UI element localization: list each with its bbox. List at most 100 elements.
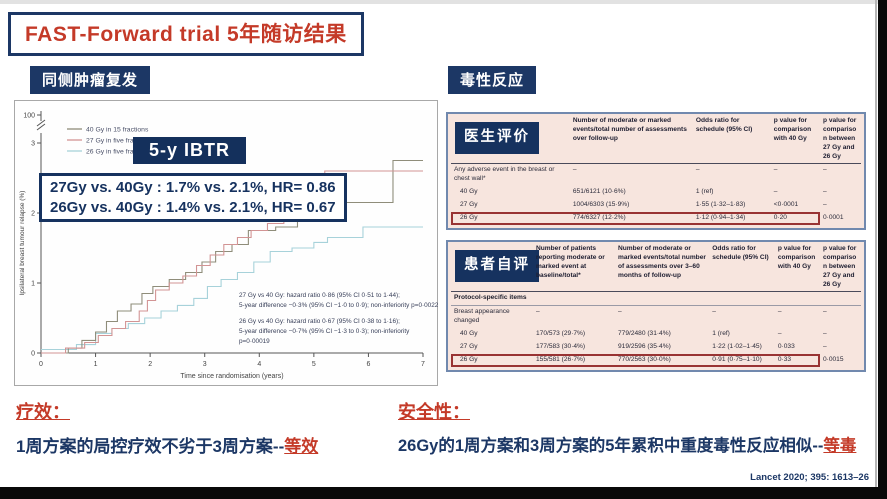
patient-table-row-label: 40 Gy — [460, 330, 478, 338]
ibtr-stats-box: 27Gy vs. 40Gy : 1.7% vs. 2.1%, HR= 0.86 … — [39, 173, 347, 222]
stats-line-27gy: 27Gy vs. 40Gy : 1.7% vs. 2.1%, HR= 0.86 — [50, 179, 336, 196]
citation: Lancet 2020; 395: 1613–26 — [750, 472, 869, 483]
section-label-ipsilateral-recurrence: 同侧肿瘤复发 — [30, 66, 151, 94]
clinician-table-row: 27 Gy 1004/6303 (15·9%) 1·55 (1·32–1·83) <0… — [451, 199, 861, 212]
patient-table-cell: 770/2563 (30·0%) — [615, 354, 709, 367]
svg-text:Ipsilateral breast tumour rela: Ipsilateral breast tumour relapse (%) — [19, 191, 26, 296]
svg-text:0: 0 — [39, 361, 43, 368]
patient-table-cell: – — [777, 308, 782, 316]
patient-table-section-row: Protocol-specific items — [451, 291, 861, 307]
clinician-table-cell: – — [695, 166, 700, 174]
ibtr-badge: 5-y IBTR — [133, 137, 247, 164]
clinician-table-cell: 0·20 — [771, 212, 820, 225]
safety-conclusion: 安全性： 26Gy的1周方案和3周方案的5年累积中重度毒性反应相似--等毒 — [398, 398, 856, 456]
svg-text:26 Gy in five fractions: 26 Gy in five fractions — [86, 149, 152, 156]
efficacy-conclusion: 疗效： 1周方案的局控疗效不劣于3周方案--等效 — [16, 398, 318, 457]
patient-table-row-label: 26 Gy — [451, 354, 533, 367]
patient-table-row: 40 Gy 170/573 (29·7%) 779/2480 (31·4%) 1 (r… — [451, 328, 861, 341]
hazard-ratio-annotation: 27 Gy vs 40 Gy: hazard ratio 0·86 (95% C… — [239, 291, 439, 347]
clinician-assessment-table: 医生评价 Number of moderate or marked events/… — [446, 112, 866, 230]
safety-highlight: 等毒 — [823, 437, 857, 455]
patient-table-cell: – — [777, 330, 782, 338]
clinician-table-cell: – — [822, 166, 827, 174]
svg-text:1: 1 — [31, 281, 35, 288]
patient-table-cell: – — [822, 330, 827, 338]
svg-text:4: 4 — [257, 361, 261, 368]
svg-text:40 Gy in 15 fractions: 40 Gy in 15 fractions — [86, 127, 149, 134]
svg-text:1: 1 — [94, 361, 98, 368]
svg-text:Time since randomisation (year: Time since randomisation (years) — [180, 373, 283, 380]
svg-text:100: 100 — [23, 113, 35, 120]
svg-text:5: 5 — [312, 361, 316, 368]
patient-table-cell: 0·0015 — [822, 355, 844, 363]
clinician-table-row-label: 40 Gy — [460, 188, 478, 196]
efficacy-text: 1周方案的局控疗效不劣于3周方案-- — [16, 437, 285, 456]
annotation-line: 27 Gy vs 40 Gy: hazard ratio 0·86 (95% C… — [239, 292, 400, 299]
svg-text:6: 6 — [366, 361, 370, 368]
clinician-table-cell: 1·12 (0·94–1·34) — [693, 212, 771, 225]
patient-table-cell: 779/2480 (31·4%) — [618, 330, 671, 338]
annotation-line: 5-year difference −0·7% (95% CI −1·3 to … — [239, 327, 410, 345]
patient-table-cell: 1·22 (1·02–1·45) — [712, 343, 762, 351]
svg-text:7: 7 — [421, 361, 425, 368]
clinician-table-cell: – — [773, 188, 778, 196]
clinician-table-cell: – — [822, 188, 827, 196]
safety-text: 26Gy的1周方案和3周方案的5年累积中重度毒性反应相似-- — [398, 437, 824, 455]
clinician-table-row: Any adverse event in the breast or chest… — [451, 164, 861, 186]
svg-text:2: 2 — [31, 211, 35, 218]
patient-table-cell: – — [822, 308, 827, 316]
clinician-table-cell: 1·55 (1·32–1·83) — [695, 201, 746, 209]
right-edge-bar — [878, 0, 887, 499]
patient-table-cell: 155/581 (26·7%) — [533, 354, 615, 367]
clinician-table-cell: 0·0001 — [822, 214, 844, 222]
efficacy-heading: 疗效： — [16, 402, 70, 422]
patient-table-cell: 177/583 (30·4%) — [536, 343, 586, 351]
patient-table-header: Odds ratio for schedule (95% CI) — [709, 243, 775, 293]
svg-text:3: 3 — [203, 361, 207, 368]
patient-table-label: 患者自评 — [455, 250, 539, 282]
clinician-table-row: 26 Gy 774/6327 (12·2%) 1·12 (0·94–1·34) 0·2… — [451, 212, 861, 225]
clinician-table-cell: 651/6121 (10·6%) — [572, 188, 626, 196]
patient-table-cell: – — [712, 308, 716, 316]
patient-table-cell: 1 (ref) — [712, 330, 730, 338]
clinician-table-row: 40 Gy 651/6121 (10·6%) 1 (ref) – – — [451, 186, 861, 199]
svg-text:0: 0 — [31, 351, 35, 358]
patient-table-header: p value for comparison with 40 Gy — [774, 243, 820, 293]
bottom-edge-bar — [0, 487, 887, 499]
patient-assessment-table: 患者自评 Number of patients reporting moderat… — [446, 240, 866, 372]
right-edge-line — [875, 0, 877, 499]
slide-title-box: FAST-Forward trial 5年随访结果 — [8, 12, 364, 56]
patient-table-cell: 0·033 — [777, 343, 795, 351]
patient-table-row: Breast appearance changed – – – – – — [451, 306, 861, 328]
clinician-table-header: Number of moderate or marked events/tota… — [569, 115, 693, 165]
clinician-table-cell: – — [822, 201, 827, 209]
clinician-table-cell: <0·0001 — [773, 201, 799, 209]
patient-table-header: Number of moderate or marked events/tota… — [615, 243, 710, 293]
patient-table-row: 26 Gy 155/581 (26·7%) 770/2563 (30·0%) 0·91… — [451, 354, 861, 367]
safety-heading: 安全性： — [398, 402, 470, 422]
patient-table-cell: – — [822, 343, 827, 351]
clinician-table-cell: – — [773, 166, 778, 174]
patient-table-cell: 0·91 (0·75–1·10) — [709, 354, 775, 367]
section-label-toxicity: 毒性反应 — [448, 66, 537, 94]
annotation-line: 26 Gy vs 40 Gy: hazard ratio 0·67 (95% C… — [239, 317, 400, 325]
clinician-table-row-label: 26 Gy — [451, 212, 570, 225]
patient-table-cell: – — [618, 308, 622, 316]
stats-line-26gy: 26Gy vs. 40Gy : 1.4% vs. 2.1%, HR= 0.67 — [50, 198, 336, 216]
svg-text:3: 3 — [31, 141, 35, 148]
efficacy-highlight: 等效 — [284, 437, 319, 456]
clinician-table-header: p value for comparison between 27 Gy and… — [819, 115, 861, 165]
patient-table-row-label: Breast appearance changed — [454, 308, 510, 325]
km-chart-panel: 0 1 2 3 100 0 1 2 3 4 5 6 7 Time since randomisation … — [14, 100, 438, 386]
patient-table-header: Number of patients reporting moderate or… — [533, 243, 615, 293]
svg-text:2: 2 — [148, 361, 152, 368]
top-edge-strip — [0, 0, 887, 4]
annotation-line: 5-year difference −0·3% (95% CI −1·0 to … — [239, 301, 439, 309]
patient-table-cell: 919/2596 (35·4%) — [618, 343, 671, 351]
slide-title: FAST-Forward trial 5年随访结果 — [25, 23, 347, 46]
svg-text:27 Gy in five fractions: 27 Gy in five fractions — [86, 138, 152, 145]
clinician-table-label: 医生评价 — [455, 122, 539, 154]
clinician-table-row-label: Any adverse event in the breast or chest… — [454, 166, 555, 183]
patient-table-cell: 170/573 (29·7%) — [536, 330, 586, 338]
patient-table-cell: – — [536, 308, 540, 316]
